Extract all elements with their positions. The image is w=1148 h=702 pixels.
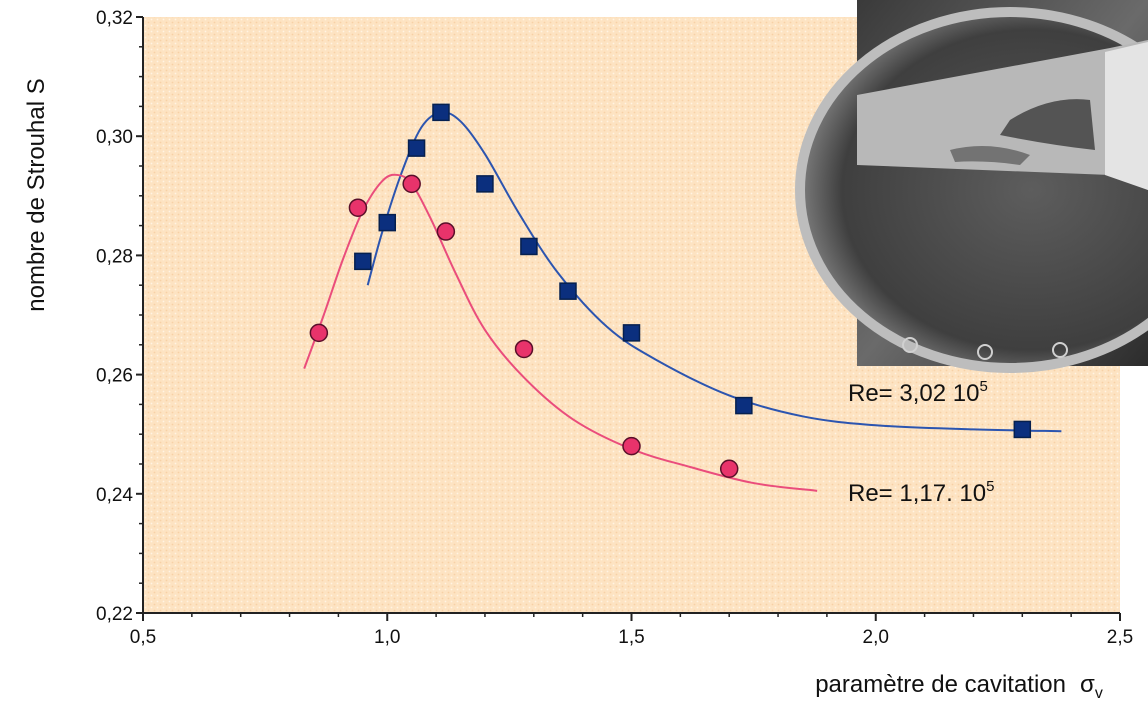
x-axis-title: paramètre de cavitation <box>815 671 1066 698</box>
data-point-square <box>1014 421 1030 437</box>
x-axis-symbol: σv <box>1080 671 1103 702</box>
x-tick-label: 1,0 <box>374 627 400 648</box>
data-point-square <box>736 398 752 414</box>
data-point-square <box>433 104 449 120</box>
y-tick-label: 0,22 <box>96 604 133 625</box>
data-point-circle <box>349 199 366 216</box>
x-tick-label: 0,5 <box>130 627 156 648</box>
y-tick-label: 0,28 <box>96 246 133 267</box>
y-axis-title: nombre de Strouhal S <box>23 78 50 311</box>
data-point-circle <box>437 223 454 240</box>
data-point-circle <box>516 340 533 357</box>
data-point-square <box>379 215 395 231</box>
data-point-square <box>624 325 640 341</box>
y-tick-label: 0,24 <box>96 485 133 506</box>
data-point-circle <box>623 438 640 455</box>
y-tick-label: 0,32 <box>96 8 133 29</box>
y-tick-label: 0,26 <box>96 366 133 387</box>
x-tick-label: 2,5 <box>1107 627 1133 648</box>
data-point-circle <box>310 324 327 341</box>
data-point-square <box>560 283 576 299</box>
data-point-square <box>409 140 425 156</box>
data-point-square <box>477 176 493 192</box>
data-point-circle <box>721 460 738 477</box>
y-tick-label: 0,30 <box>96 127 133 148</box>
data-point-square <box>521 238 537 254</box>
data-point-square <box>355 253 371 269</box>
x-tick-label: 2,0 <box>863 627 889 648</box>
x-tick-label: 1,5 <box>618 627 644 648</box>
series-label-re-302: Re= 3,02 105 <box>848 378 988 407</box>
series-label-re-117: Re= 1,17. 105 <box>848 478 994 507</box>
data-point-circle <box>403 175 420 192</box>
